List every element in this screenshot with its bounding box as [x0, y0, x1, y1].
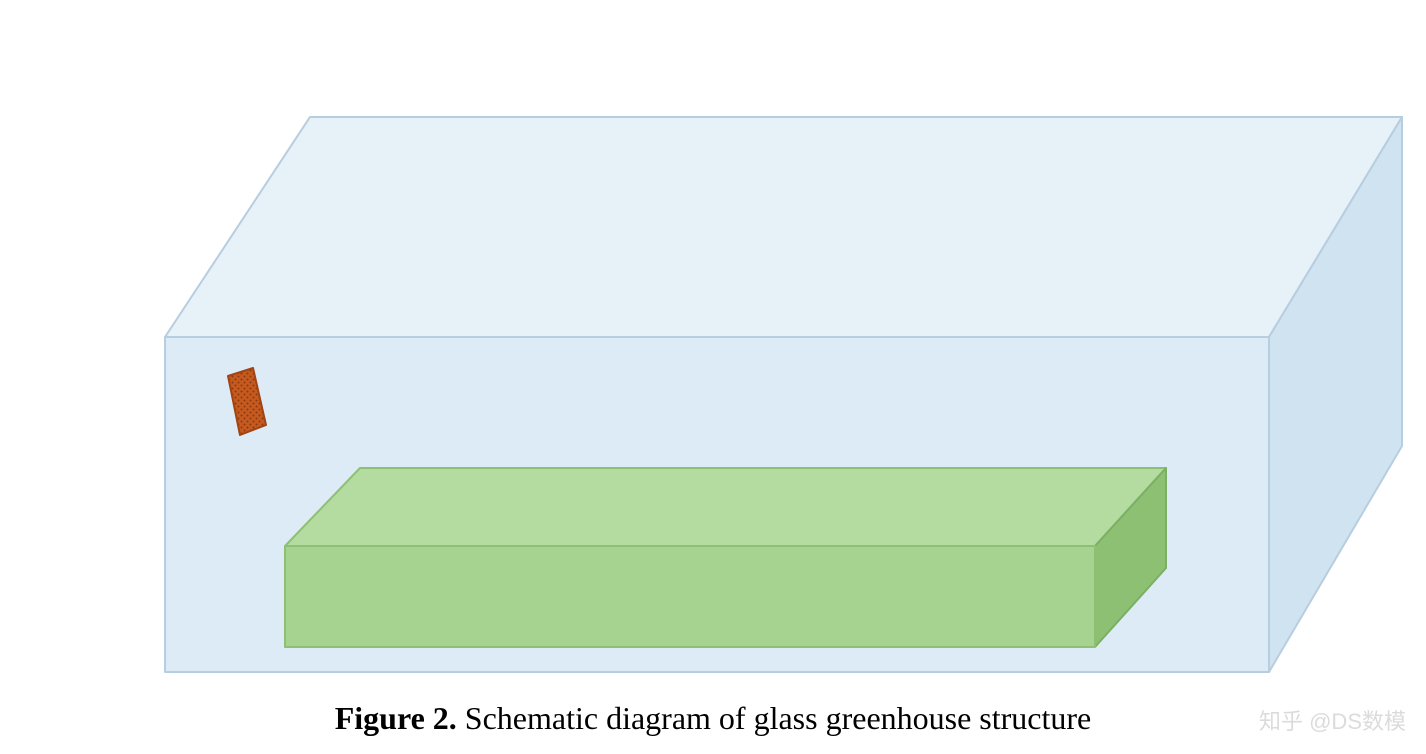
greenhouse-diagram	[0, 0, 1426, 700]
caption-text: Schematic diagram of glass greenhouse st…	[457, 700, 1091, 736]
caption-label: Figure 2.	[335, 700, 457, 736]
figure-caption: Figure 2. Schematic diagram of glass gre…	[0, 700, 1426, 737]
diagram-svg	[0, 0, 1426, 700]
watermark: 知乎 @DS数模	[1259, 704, 1406, 736]
